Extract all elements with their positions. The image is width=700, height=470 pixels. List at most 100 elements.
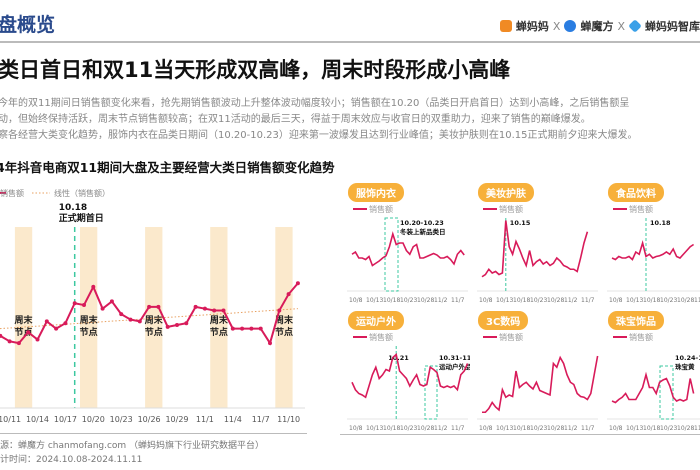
x-tick-label: 10/28 [677,297,694,304]
data-point [35,337,40,342]
x-tick-label: 10/20 [82,415,105,424]
annotation-label: 冬装上新品类日 [400,227,446,236]
weekend-band [14,227,33,408]
annotation-label: 10.31-11.02 [439,354,470,362]
x-tick-label: 10/18 [513,425,530,432]
series-line [481,220,589,278]
chanmama-logo-icon [499,20,512,32]
section-title: 盘概览 [0,14,56,36]
x-tick-label: 10/23 [400,425,417,432]
legend-label: 销售额 [629,204,653,214]
annotation-label: 10.15 [510,219,531,227]
legend-label: 销售额 [369,332,393,342]
data-point [63,321,68,326]
chanmama-zhiku-logo-icon [628,19,642,33]
category-tag: 美妆护肤 [478,183,534,202]
x-tick-label: 10/23 [400,297,417,304]
data-point [100,306,105,311]
x-tick-label: 10/18 [643,425,660,432]
legend-label: 销售额 [499,332,523,342]
legend-label: 销售额 [369,204,393,214]
category-tag: 运动户外 [348,311,404,330]
annotation-label: 10.20-10.23 [400,219,444,227]
x-tick-label: 10/8 [479,425,493,432]
x-tick-label: 10/18 [643,297,660,304]
x-tick-label: 10/26 [138,415,161,424]
x-tick-label: 10/17 [54,415,77,424]
legend-label: 销售额 [0,188,24,198]
x-tick-label: 10/28 [677,425,694,432]
data-point [268,341,272,346]
paragraph: 察各经营大类变化趋势，服饰内衣在品类日期间（10.20-10.23）迎来第一波爆… [0,130,638,141]
x-tick-label: 10/23 [530,297,547,304]
x-tick-label: 10/13 [366,425,383,432]
data-point [277,308,282,313]
category-tag: 服饰内衣 [348,183,404,202]
x-tick-label: 10/11 [0,415,21,424]
data-point [7,339,12,344]
category-chart: 销售额10/810/1310/1810/2310/2811/210.1811.0… [607,204,700,304]
legend-label: 销售额 [499,204,523,214]
x-tick-label: 10/13 [496,297,513,304]
data-point [156,304,161,309]
x-tick-label: 11/10 [277,415,300,424]
data-point [16,341,21,346]
partner-logos: 蝉妈妈 X 蝉魔方 X 蝉妈妈智库 [499,18,700,34]
logo-text: 蝉妈妈 [515,20,549,33]
trend-line [0,308,298,330]
source-note: 源：蝉魔方 chanmofang.com （蝉妈妈旗下行业研究数据平台） [0,441,265,451]
series-line [351,352,469,399]
paragraph: 今年的双11期间日销售额变化来看，抢先期销售额波动上升整体波动幅度较小；销售额在… [0,98,630,109]
category-tag: 3C数码 [478,311,529,330]
divider [0,41,700,43]
x-tick-label: 11/7 [451,425,465,432]
x-tick-label: 11/2 [564,297,578,304]
x-tick-label: 11/7 [252,415,270,424]
data-point [119,312,124,317]
data-point [240,326,245,331]
annotation-label: 10.18 [650,219,671,227]
logo-text: 蝉魔方 [580,20,614,33]
band-label: 节点 [275,326,293,338]
annotation-label: 运动户外品类日 [439,362,470,371]
legend-label: 线性（销售额） [54,188,110,198]
data-point [175,323,179,328]
x-tick-label: 10/8 [609,297,623,304]
series-line [611,371,695,404]
x-tick-label: 11/4 [224,415,242,424]
data-point [165,324,170,329]
x-tick-label: 10/13 [626,425,643,432]
legend-label: 销售额 [629,332,653,342]
x-tick-label: 10/13 [626,297,643,304]
data-point [128,317,133,322]
annotation-label: 10.24-1 [675,354,700,362]
data-point [44,319,49,324]
x-tick-label: 11/7 [581,297,595,304]
x-tick-label: 11/2 [434,297,448,304]
band-label: 节点 [210,326,228,338]
x-tick-label: 10/13 [366,297,383,304]
data-point [82,303,86,308]
data-point [249,326,254,331]
x-tick-label: 10/13 [496,425,513,432]
category-tag: 珠宝饰品 [608,311,664,330]
x-tick-label: 10/28 [547,297,564,304]
data-point [72,301,77,306]
divider [0,433,307,434]
band-label: 周末 [145,314,164,326]
period-note: 计时间：2024.10.08-2024.11.11 [0,455,143,465]
logo-text: 蝉妈妈智库 [645,20,700,33]
weekend-band [275,227,293,408]
x-tick-label: 10/28 [417,425,434,432]
x-tick-label: 10/18 [513,297,530,304]
band-label: 周末 [275,314,294,326]
weekend-band [210,227,228,408]
annotation-label: 珠宝黄 [675,362,695,371]
data-point [0,333,3,338]
series-line [351,231,465,267]
chart-subtitle: 4年抖音电商双11期间大盘及主要经营大类日销售额变化趋势 [0,160,335,175]
chanmofang-logo-icon [564,20,577,32]
data-point [258,326,263,331]
